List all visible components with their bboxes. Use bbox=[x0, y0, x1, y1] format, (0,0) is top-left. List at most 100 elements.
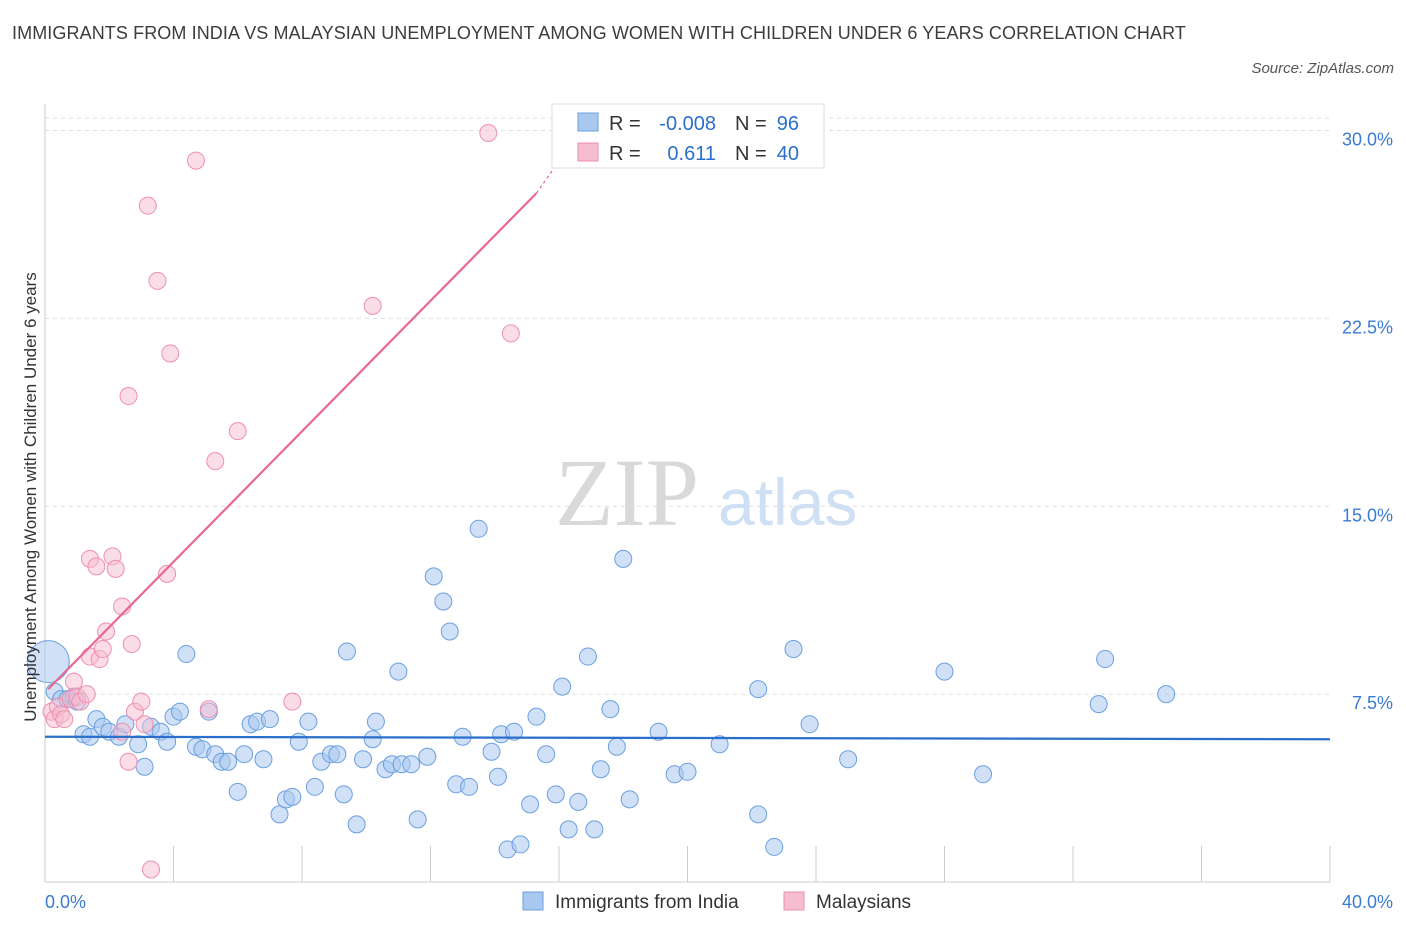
y-axis-title: Unemployment Among Women with Children U… bbox=[21, 272, 40, 721]
india-point-46 bbox=[363, 730, 382, 749]
india-point-68 bbox=[521, 795, 540, 814]
india-point-88 bbox=[765, 837, 784, 856]
malay-point-27 bbox=[142, 860, 161, 879]
legend-india-label[interactable]: Immigrants from India bbox=[555, 892, 739, 913]
malay-stat-swatch bbox=[577, 142, 599, 162]
india-point-78 bbox=[591, 760, 610, 779]
malay-point-34 bbox=[228, 422, 247, 441]
india-point-20 bbox=[177, 645, 196, 664]
india-point-63 bbox=[488, 767, 507, 786]
india-point-72 bbox=[553, 677, 572, 696]
india-point-57 bbox=[440, 622, 459, 641]
stats-box: R = -0.008 N = 96 R = 0.611 N = 40 bbox=[551, 103, 825, 169]
india-point-67 bbox=[511, 835, 530, 854]
india-point-56 bbox=[434, 592, 453, 611]
legend-malay-swatch[interactable] bbox=[783, 891, 805, 911]
malay-point-38 bbox=[501, 324, 520, 343]
malay-point-31 bbox=[186, 151, 205, 170]
y-tick-label-2: 22.5% bbox=[1342, 317, 1393, 337]
india-point-37 bbox=[299, 712, 318, 731]
india-point-19 bbox=[170, 702, 189, 721]
source-label: Source: ZipAtlas.com bbox=[1251, 60, 1394, 77]
india-points bbox=[26, 519, 1176, 859]
india-point-82 bbox=[649, 722, 668, 741]
malay-trendline-dashed bbox=[536, 165, 557, 194]
india-r-label: R = bbox=[609, 113, 641, 135]
y-tick-label-0: 7.5% bbox=[1352, 693, 1393, 713]
india-point-0 bbox=[26, 640, 70, 684]
india-point-33 bbox=[270, 805, 289, 824]
india-point-55 bbox=[424, 567, 443, 586]
legend-india-swatch[interactable] bbox=[522, 891, 544, 911]
india-point-53 bbox=[408, 810, 427, 829]
legend-malay-label[interactable]: Malaysians bbox=[816, 892, 911, 913]
india-point-86 bbox=[749, 680, 768, 699]
india-point-70 bbox=[537, 745, 556, 764]
malay-point-20 bbox=[119, 752, 138, 771]
malay-point-19 bbox=[113, 597, 132, 616]
malay-point-28 bbox=[148, 271, 167, 290]
india-point-52 bbox=[402, 755, 421, 774]
india-point-41 bbox=[328, 745, 347, 764]
x-tick-label-min: 0.0% bbox=[45, 892, 86, 912]
india-point-91 bbox=[839, 750, 858, 769]
india-point-87 bbox=[749, 805, 768, 824]
malay-point-35 bbox=[283, 692, 302, 711]
india-point-85 bbox=[710, 735, 729, 754]
malay-n-label: N = bbox=[735, 143, 767, 165]
malay-point-17 bbox=[106, 559, 125, 578]
india-point-45 bbox=[354, 750, 373, 769]
india-point-54 bbox=[418, 747, 437, 766]
india-point-51 bbox=[389, 662, 408, 681]
chart-title: IMMIGRANTS FROM INDIA VS MALAYSIAN UNEMP… bbox=[12, 23, 1186, 43]
india-point-35 bbox=[283, 787, 302, 806]
india-n-value: 96 bbox=[777, 113, 799, 135]
india-point-61 bbox=[469, 519, 488, 538]
india-point-73 bbox=[559, 820, 578, 839]
india-point-94 bbox=[1096, 650, 1115, 669]
india-point-84 bbox=[678, 762, 697, 781]
y-tick-label-1: 15.0% bbox=[1342, 505, 1393, 525]
india-trendline bbox=[44, 735, 1331, 741]
malay-point-4 bbox=[55, 710, 74, 729]
india-point-17 bbox=[158, 732, 177, 751]
malay-n-value: 40 bbox=[777, 143, 799, 165]
india-point-26 bbox=[219, 752, 238, 771]
india-point-43 bbox=[337, 642, 356, 661]
india-n-label: N = bbox=[735, 113, 767, 135]
india-point-32 bbox=[260, 710, 279, 729]
india-point-60 bbox=[460, 777, 479, 796]
malay-point-21 bbox=[119, 387, 138, 406]
india-point-81 bbox=[620, 790, 639, 809]
india-point-93 bbox=[974, 765, 993, 784]
malay-point-22 bbox=[122, 635, 141, 654]
india-point-44 bbox=[347, 815, 366, 834]
india-point-96 bbox=[1157, 685, 1176, 704]
india-point-90 bbox=[800, 715, 819, 734]
gridlines bbox=[45, 117, 1330, 695]
malay-point-30 bbox=[161, 344, 180, 363]
india-point-75 bbox=[578, 647, 597, 666]
india-point-74 bbox=[569, 792, 588, 811]
india-point-13 bbox=[129, 735, 148, 754]
india-point-66 bbox=[505, 722, 524, 741]
india-point-14 bbox=[135, 757, 154, 776]
india-point-31 bbox=[254, 750, 273, 769]
india-point-28 bbox=[235, 745, 254, 764]
malay-point-32 bbox=[199, 700, 218, 719]
india-point-76 bbox=[585, 820, 604, 839]
india-point-38 bbox=[305, 777, 324, 796]
malay-point-9 bbox=[77, 685, 96, 704]
india-point-69 bbox=[527, 707, 546, 726]
malay-point-14 bbox=[93, 640, 112, 659]
malay-point-12 bbox=[87, 557, 106, 576]
malay-r-value: 0.611 bbox=[667, 143, 716, 165]
y-tick-label-3: 30.0% bbox=[1342, 130, 1393, 150]
india-point-92 bbox=[935, 662, 954, 681]
india-point-89 bbox=[784, 640, 803, 659]
india-point-27 bbox=[228, 782, 247, 801]
india-point-95 bbox=[1089, 695, 1108, 714]
malay-point-29 bbox=[158, 564, 177, 583]
malay-points bbox=[42, 124, 520, 879]
